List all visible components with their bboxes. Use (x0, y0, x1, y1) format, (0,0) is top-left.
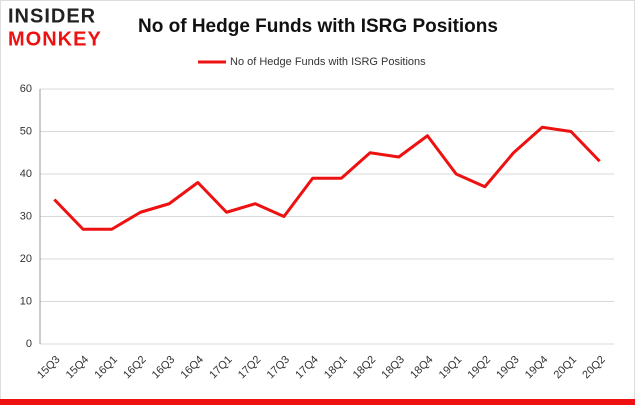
y-tick-label: 0 (26, 338, 32, 350)
y-tick-label: 20 (20, 253, 32, 265)
line-series (53, 125, 601, 231)
logo-line1: INSIDER (8, 5, 96, 27)
chart-title: No of Hedge Funds with ISRG Positions (138, 16, 498, 37)
y-tick-label: 40 (20, 168, 32, 180)
y-tick-label: 10 (20, 295, 32, 307)
y-tick-label: 50 (20, 125, 32, 137)
legend-label: No of Hedge Funds with ISRG Positions (230, 56, 426, 68)
frame-bottom (0, 399, 635, 405)
logo-line2: MONKEY (8, 28, 102, 50)
y-tick-label: 60 (20, 83, 32, 95)
y-tick-label: 30 (20, 210, 32, 222)
